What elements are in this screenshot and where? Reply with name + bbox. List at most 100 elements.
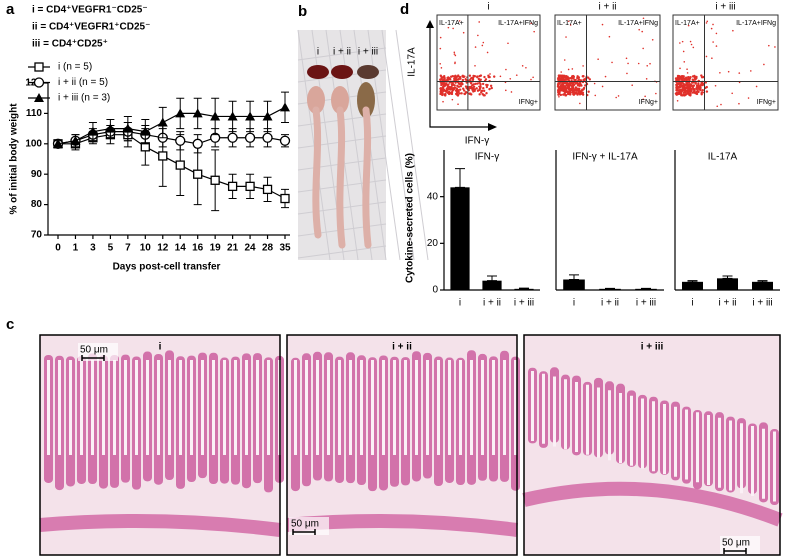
event-dot — [681, 40, 684, 43]
bar — [682, 281, 703, 290]
y-tick-label: 80 — [31, 199, 43, 210]
event-dot — [690, 89, 693, 92]
crypt-lumen — [113, 360, 116, 455]
crypt-lumen — [503, 360, 506, 455]
crypt-lumen — [294, 360, 297, 455]
colon — [336, 106, 346, 249]
x-tick-label: 21 — [227, 243, 239, 254]
event-dot — [563, 75, 567, 79]
definition: i = CD4⁺VEGFR1⁻CD25⁻ — [32, 5, 148, 16]
event-dot — [482, 41, 485, 44]
event-dot — [454, 89, 458, 92]
legend-marker — [33, 77, 45, 88]
event-dot — [692, 88, 695, 91]
point — [245, 181, 255, 192]
event-dot — [459, 85, 462, 88]
event-dot — [682, 91, 686, 94]
event-dot — [556, 77, 560, 81]
event-dot — [701, 89, 704, 92]
event-dot — [564, 94, 567, 97]
event-dot — [489, 73, 491, 75]
event-dot — [447, 26, 450, 29]
event-dot — [473, 75, 477, 78]
event-dot — [695, 86, 699, 89]
point — [140, 126, 151, 136]
event-dot — [617, 95, 620, 97]
event-dot — [700, 93, 703, 96]
event-dot — [677, 78, 681, 82]
event-dot — [515, 74, 518, 76]
x-tick-label: i + ii — [718, 298, 736, 309]
event-dot — [457, 82, 461, 85]
event-dot — [747, 97, 750, 99]
quadrant-label: IL-17A+ — [675, 20, 700, 27]
event-dot — [710, 27, 713, 30]
event-dot — [686, 77, 689, 81]
event-dot — [560, 74, 563, 77]
event-dot — [449, 78, 452, 81]
colon-photo: i i + ii i + iii — [297, 29, 429, 261]
event-dot — [525, 66, 527, 69]
crypt-lumen — [437, 360, 440, 455]
event-dot — [705, 55, 708, 58]
crypt-lumen — [415, 360, 418, 455]
crypt-lumen — [371, 360, 374, 455]
crypt-lumen — [234, 360, 237, 455]
event-dot — [482, 87, 485, 90]
event-dot — [521, 65, 524, 67]
event-dot — [454, 74, 457, 78]
event-dot — [679, 77, 683, 80]
event-dot — [774, 46, 776, 48]
y-tick-label: 20 — [427, 238, 439, 249]
event-dot — [563, 59, 566, 61]
x-tick-label: i — [691, 298, 693, 309]
colon-top — [307, 86, 325, 114]
photo-grid — [395, 29, 429, 261]
crypt-lumen — [69, 360, 72, 455]
event-dot — [505, 68, 507, 71]
x-tick-label: 16 — [192, 243, 204, 254]
chart-title: IL-17A — [708, 152, 738, 163]
event-dot — [568, 90, 572, 93]
event-dot — [440, 67, 443, 69]
crypt-lumen — [124, 360, 127, 455]
event-dot — [490, 86, 493, 90]
event-dot — [439, 86, 443, 90]
event-dot — [588, 78, 591, 81]
point — [210, 175, 220, 185]
event-dot — [576, 93, 579, 96]
event-dot — [458, 88, 462, 91]
crypt-lumen — [58, 360, 61, 455]
bar — [482, 280, 502, 290]
event-dot — [637, 62, 640, 65]
histology: i 50 μm i + ii 50 μm i + iii 50 μm — [39, 334, 783, 556]
crypt-lumen — [102, 360, 105, 455]
event-dot — [486, 83, 489, 87]
event-dot — [749, 70, 752, 72]
event-dot — [675, 85, 678, 89]
quadrant-label: IL-17A+IFNg — [736, 20, 776, 27]
event-dot — [638, 28, 640, 31]
event-dot — [569, 24, 572, 26]
event-dot — [470, 93, 473, 96]
event-dot — [578, 81, 582, 85]
crypt-lumen — [773, 431, 776, 502]
crypt-lumen — [718, 417, 721, 488]
event-dot — [464, 85, 468, 88]
chart-title: IFN-γ + IL-17A — [572, 152, 638, 163]
muscle — [39, 514, 281, 537]
crypt-lumen — [157, 360, 160, 455]
flow-box — [554, 14, 661, 111]
event-dot — [699, 85, 702, 89]
event-dot — [454, 54, 457, 57]
event-dot — [463, 89, 466, 92]
event-dot — [478, 74, 481, 78]
event-dot — [568, 77, 571, 80]
event-dot — [646, 65, 649, 67]
event-dot — [715, 45, 718, 47]
point — [175, 135, 186, 146]
event-dot — [649, 62, 651, 65]
flow-box — [672, 14, 779, 111]
event-dot — [476, 89, 480, 92]
event-dot — [562, 93, 565, 96]
